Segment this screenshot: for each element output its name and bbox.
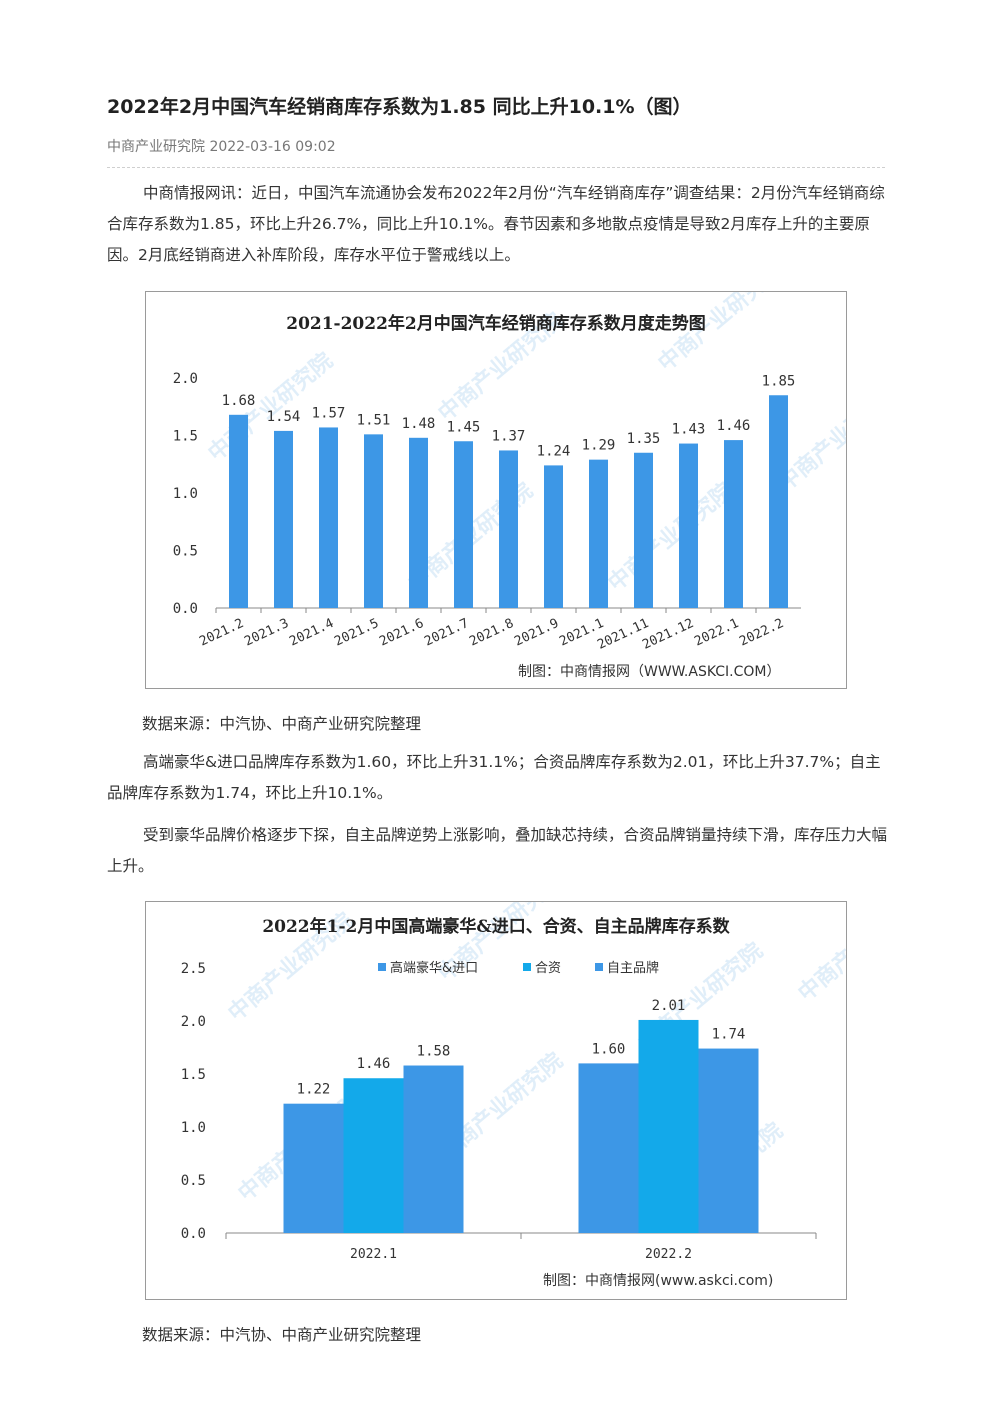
chart-monthly-inventory: 中商产业研究院中商产业研究院中商产业研究院中商产业研究院中商产业研究院中商产业研… bbox=[145, 291, 847, 689]
legend-label: 合资 bbox=[535, 961, 561, 976]
x-tick-label: 2021.6 bbox=[377, 616, 426, 649]
y-tick-label: 1.5 bbox=[173, 429, 198, 445]
data-label: 1.37 bbox=[492, 428, 526, 444]
y-tick-label: 1.0 bbox=[181, 1120, 206, 1136]
source-note-1: 数据来源：中汽协、中商产业研究院整理 bbox=[142, 715, 422, 733]
bar bbox=[634, 452, 653, 608]
chart-title: 2021-2022年2月中国汽车经销商库存系数月度走势图 bbox=[286, 313, 706, 334]
y-tick-label: 2.0 bbox=[181, 1014, 206, 1030]
x-tick-label: 2022.1 bbox=[350, 1247, 397, 1262]
bar bbox=[364, 434, 383, 608]
legend-swatch bbox=[523, 963, 531, 971]
data-label: 1.54 bbox=[267, 409, 301, 425]
x-tick-label: 2021.4 bbox=[287, 616, 336, 650]
bar bbox=[544, 465, 563, 608]
x-tick-label: 2022.1 bbox=[692, 616, 741, 649]
x-tick-label: 2022.2 bbox=[737, 616, 786, 649]
bar bbox=[499, 450, 518, 608]
x-tick-label: 2021.3 bbox=[242, 616, 291, 649]
x-tick-label: 2021.7 bbox=[422, 616, 471, 649]
bar bbox=[769, 395, 788, 608]
bar bbox=[403, 1065, 464, 1233]
y-tick-label: 1.0 bbox=[173, 486, 198, 502]
article-title: 2022年2月中国汽车经销商库存系数为1.85 同比上升10.1%（图） bbox=[107, 96, 692, 118]
bar bbox=[343, 1078, 404, 1233]
bar bbox=[409, 437, 428, 608]
data-label: 1.46 bbox=[717, 418, 751, 434]
data-label: 1.29 bbox=[582, 438, 616, 454]
article-meta: 中商产业研究院 2022-03-16 09:02 bbox=[107, 139, 336, 155]
data-label: 1.51 bbox=[357, 412, 391, 428]
y-tick-label: 0.5 bbox=[181, 1173, 206, 1189]
bar bbox=[679, 443, 698, 608]
divider bbox=[107, 167, 885, 168]
legend-label: 自主品牌 bbox=[607, 960, 659, 976]
bar bbox=[283, 1103, 344, 1233]
bar bbox=[229, 414, 248, 608]
paragraph-analysis: 受到豪华品牌价格逐步下探，自主品牌逆势上涨影响，叠加缺芯持续，合资品牌销量持续下… bbox=[107, 826, 888, 875]
chart-credit: 制图：中商情报网（WWW.ASKCI.COM） bbox=[518, 664, 780, 680]
data-label: 1.22 bbox=[297, 1082, 331, 1098]
legend-swatch bbox=[595, 963, 603, 971]
bar bbox=[319, 427, 338, 608]
legend-label: 高端豪华&进口 bbox=[390, 960, 478, 976]
source-note-2: 数据来源：中汽协、中商产业研究院整理 bbox=[142, 1326, 422, 1344]
x-tick-label: 2022.2 bbox=[645, 1247, 692, 1262]
watermark-text: 中商产业研究院 bbox=[793, 902, 846, 1007]
x-tick-label: 2021.12 bbox=[640, 616, 696, 653]
paragraph-intro: 中商情报网讯：近日，中国汽车流通协会发布2022年2月份“汽车经销商库存”调查结… bbox=[107, 184, 885, 264]
bar bbox=[274, 430, 293, 608]
y-tick-label: 2.5 bbox=[181, 961, 206, 977]
x-tick-label: 2021.8 bbox=[467, 616, 516, 649]
chart-brand-inventory: 中商产业研究院中商产业研究院中商产业研究院中商产业研究院中商产业研究院中商产业研… bbox=[145, 901, 847, 1300]
y-tick-label: 0.5 bbox=[173, 544, 198, 560]
x-tick-label: 2021.5 bbox=[332, 616, 381, 649]
data-label: 2.01 bbox=[652, 998, 686, 1014]
watermark-text: 中商产业研究院 bbox=[653, 292, 788, 377]
data-label: 1.35 bbox=[627, 431, 661, 447]
bar bbox=[578, 1063, 639, 1233]
bar bbox=[638, 1019, 699, 1233]
chart-monthly-svg: 中商产业研究院中商产业研究院中商产业研究院中商产业研究院中商产业研究院中商产业研… bbox=[173, 292, 846, 680]
data-label: 1.68 bbox=[222, 393, 256, 409]
y-tick-label: 1.5 bbox=[181, 1067, 206, 1083]
data-label: 1.48 bbox=[402, 416, 436, 432]
data-label: 1.43 bbox=[672, 422, 706, 438]
bar bbox=[698, 1048, 759, 1233]
paragraph-brands: 高端豪华&进口品牌库存系数为1.60，环比上升31.1%；合资品牌库存系数为2.… bbox=[107, 753, 881, 802]
x-tick-label: 2021.11 bbox=[595, 616, 651, 653]
chart-brand-svg: 中商产业研究院中商产业研究院中商产业研究院中商产业研究院中商产业研究院中商产业研… bbox=[181, 902, 846, 1289]
x-tick-label: 2021.9 bbox=[512, 616, 561, 649]
bar bbox=[454, 441, 473, 608]
bar bbox=[589, 459, 608, 608]
data-label: 1.57 bbox=[312, 405, 346, 421]
bar bbox=[724, 440, 743, 608]
y-tick-label: 0.0 bbox=[173, 601, 198, 617]
data-label: 1.85 bbox=[762, 373, 796, 389]
data-label: 1.46 bbox=[357, 1056, 391, 1072]
data-label: 1.60 bbox=[592, 1041, 626, 1057]
data-label: 1.74 bbox=[712, 1027, 746, 1043]
chart-title: 2022年1-2月中国高端豪华&进口、合资、自主品牌库存系数 bbox=[262, 916, 730, 937]
watermark-text: 中商产业研究院 bbox=[603, 478, 738, 597]
data-label: 1.24 bbox=[537, 443, 571, 459]
data-label: 1.45 bbox=[447, 419, 481, 435]
chart-credit: 制图：中商情报网(www.askci.com) bbox=[543, 1273, 773, 1289]
y-tick-label: 0.0 bbox=[181, 1226, 206, 1242]
y-tick-label: 2.0 bbox=[173, 371, 198, 387]
legend-swatch bbox=[378, 963, 386, 971]
x-tick-label: 2021.2 bbox=[197, 616, 246, 649]
data-label: 1.58 bbox=[417, 1044, 451, 1060]
